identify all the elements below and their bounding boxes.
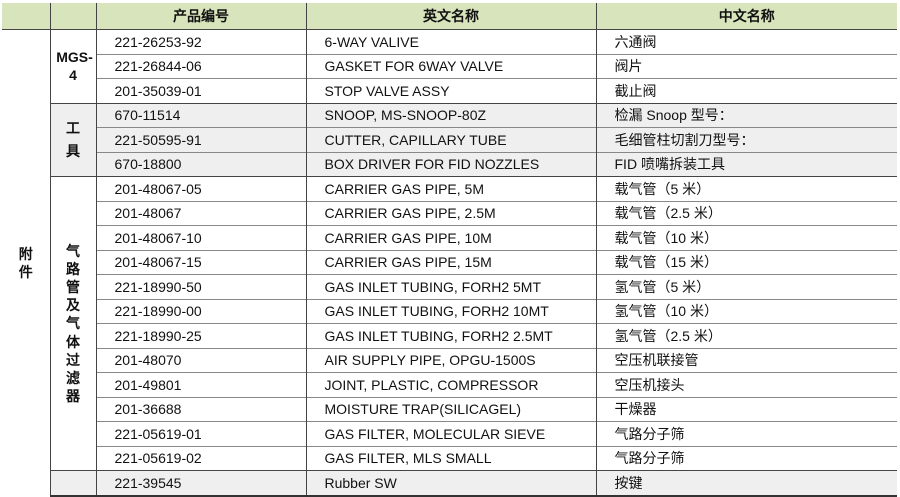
chinese-name: 氢气管（5 米）	[595, 274, 897, 299]
part-number: 201-48067-10	[95, 225, 306, 250]
english-name: AIR SUPPLY PIPE, OPGU-1500S	[305, 347, 596, 373]
accessories-table: 产品编号 英文名称 中文名称 附件 MGS-4 221-26253-92 6-WAY …	[2, 3, 897, 497]
group-cell	[49, 470, 96, 497]
english-name: CARRIER GAS PIPE, 15M	[305, 249, 596, 275]
table-row: 221-18990-25 GAS INLET TUBING, FORH2 2.5M…	[2, 323, 897, 348]
part-number: 201-36688	[95, 396, 306, 422]
english-name: BOX DRIVER FOR FID NOZZLES	[305, 151, 596, 177]
english-name: STOP VALVE ASSY	[305, 78, 596, 103]
english-name: GAS FILTER, MLS SMALL	[305, 445, 596, 471]
part-number: 201-48067-15	[95, 249, 306, 275]
chinese-name: 载气管（5 米）	[595, 176, 897, 201]
part-number: 201-35039-01	[95, 78, 306, 103]
table-row: 221-50595-91 CUTTER, CAPILLARY TUBE 毛细管柱切割…	[2, 127, 897, 152]
table-row: 201-48067-15 CARRIER GAS PIPE, 15M 载气管（15 …	[2, 249, 897, 275]
table-row: 221-39545 Rubber SW 按键	[2, 470, 897, 497]
group-label: 工具	[66, 120, 80, 159]
table-row: 221-18990-50 GAS INLET TUBING, FORH2 5MT 氢…	[2, 274, 897, 299]
header-part-number: 产品编号	[95, 3, 306, 30]
english-name: SNOOP, MS-SNOOP-80Z	[305, 102, 596, 128]
part-number: 670-18800	[95, 151, 306, 177]
group-label: 气路管及气体过滤器	[66, 242, 80, 405]
chinese-name: 六通阀	[595, 29, 897, 54]
group-cell: 工具	[49, 102, 96, 177]
table-row: 221-05619-01 GAS FILTER, MOLECULAR SIEVE 气…	[2, 421, 897, 446]
english-name: CUTTER, CAPILLARY TUBE	[305, 127, 596, 152]
part-number: 201-48067	[95, 200, 306, 226]
part-number: 221-18990-25	[95, 323, 306, 348]
chinese-name: 载气管（15 米）	[595, 249, 897, 275]
header-english-name: 英文名称	[305, 3, 596, 30]
english-name: MOISTURE TRAP(SILICAGEL)	[305, 396, 596, 422]
table-row: 气路管及气体过滤器 201-48067-05 CARRIER GAS PIPE, 5…	[2, 176, 897, 471]
part-number: 221-05619-02	[95, 445, 306, 471]
header-chinese-name: 中文名称	[595, 3, 897, 30]
part-number: 221-18990-50	[95, 274, 306, 299]
english-name: Rubber SW	[305, 470, 596, 497]
part-number: 221-05619-01	[95, 421, 306, 446]
part-number: 201-48070	[95, 347, 306, 373]
chinese-name: 检漏 Snoop 型号：	[595, 102, 897, 128]
chinese-name: 按键	[595, 470, 897, 497]
table-row: 201-35039-01 STOP VALVE ASSY 截止阀	[2, 78, 897, 103]
header-cell	[2, 3, 50, 30]
part-number: 221-26253-92	[95, 29, 306, 54]
part-number: 670-11514	[95, 102, 306, 128]
part-number: 221-18990-00	[95, 298, 306, 324]
group-cell: MGS-4	[49, 29, 96, 103]
english-name: GAS INLET TUBING, FORH2 5MT	[305, 274, 596, 299]
table-row: 201-48067-10 CARRIER GAS PIPE, 10M 载气管（10 …	[2, 225, 897, 250]
chinese-name: 气路分子筛	[595, 445, 897, 471]
english-name: CARRIER GAS PIPE, 5M	[305, 176, 596, 201]
table-row: 附件 MGS-4 221-26253-92 6-WAY VALIVE 六通阀	[2, 29, 897, 496]
english-name: GAS FILTER, MOLECULAR SIEVE	[305, 421, 596, 446]
part-number: 201-48067-05	[95, 176, 306, 201]
category-label: 附件	[18, 245, 33, 280]
english-name: CARRIER GAS PIPE, 2.5M	[305, 200, 596, 226]
chinese-name: 阀片	[595, 53, 897, 79]
table-row: 201-49801 JOINT, PLASTIC, COMPRESSOR 空压机接头	[2, 372, 897, 397]
chinese-name: 截止阀	[595, 78, 897, 103]
chinese-name: 氢气管（10 米）	[595, 298, 897, 324]
english-name: JOINT, PLASTIC, COMPRESSOR	[305, 372, 596, 397]
header-row: 产品编号 英文名称 中文名称	[2, 3, 897, 30]
chinese-name: 干燥器	[595, 396, 897, 422]
header-cell	[49, 3, 96, 30]
group-label: MGS-4	[56, 49, 93, 84]
english-name: GAS INLET TUBING, FORH2 10MT	[305, 298, 596, 324]
chinese-name: 氢气管（2.5 米）	[595, 323, 897, 348]
table-row: 221-05619-02 GAS FILTER, MLS SMALL 气路分子筛	[2, 445, 897, 471]
chinese-name: 空压机联接管	[595, 347, 897, 373]
table-row: 670-18800 BOX DRIVER FOR FID NOZZLES FID 喷…	[2, 151, 897, 177]
chinese-name: 载气管（10 米）	[595, 225, 897, 250]
chinese-name: 载气管（2.5 米）	[595, 200, 897, 226]
english-name: GAS INLET TUBING, FORH2 2.5MT	[305, 323, 596, 348]
table-row: 221-26844-06 GASKET FOR 6WAY VALVE 阀片	[2, 53, 897, 79]
group-cell: 气路管及气体过滤器	[49, 176, 96, 471]
table-row: 201-48070 AIR SUPPLY PIPE, OPGU-1500S 空压机联…	[2, 347, 897, 373]
english-name: CARRIER GAS PIPE, 10M	[305, 225, 596, 250]
table-row: 201-36688 MOISTURE TRAP(SILICAGEL) 干燥器	[2, 396, 897, 422]
table-row: 工具 670-11514 SNOOP, MS-SNOOP-80Z 检漏 Snoop 型…	[2, 102, 897, 177]
english-name: GASKET FOR 6WAY VALVE	[305, 53, 596, 79]
category-cell: 附件	[2, 29, 50, 496]
part-number: 221-39545	[95, 470, 306, 497]
part-number: 201-49801	[95, 372, 306, 397]
chinese-name: 空压机接头	[595, 372, 897, 397]
part-number: 221-26844-06	[95, 53, 306, 79]
table-row: 221-18990-00 GAS INLET TUBING, FORH2 10MT…	[2, 298, 897, 324]
chinese-name: FID 喷嘴拆装工具	[595, 151, 897, 177]
chinese-name: 气路分子筛	[595, 421, 897, 446]
part-number: 221-50595-91	[95, 127, 306, 152]
table-row: 201-48067 CARRIER GAS PIPE, 2.5M 载气管（2.5 米…	[2, 200, 897, 226]
english-name: 6-WAY VALIVE	[305, 29, 596, 54]
chinese-name: 毛细管柱切割刀型号：	[595, 127, 897, 152]
